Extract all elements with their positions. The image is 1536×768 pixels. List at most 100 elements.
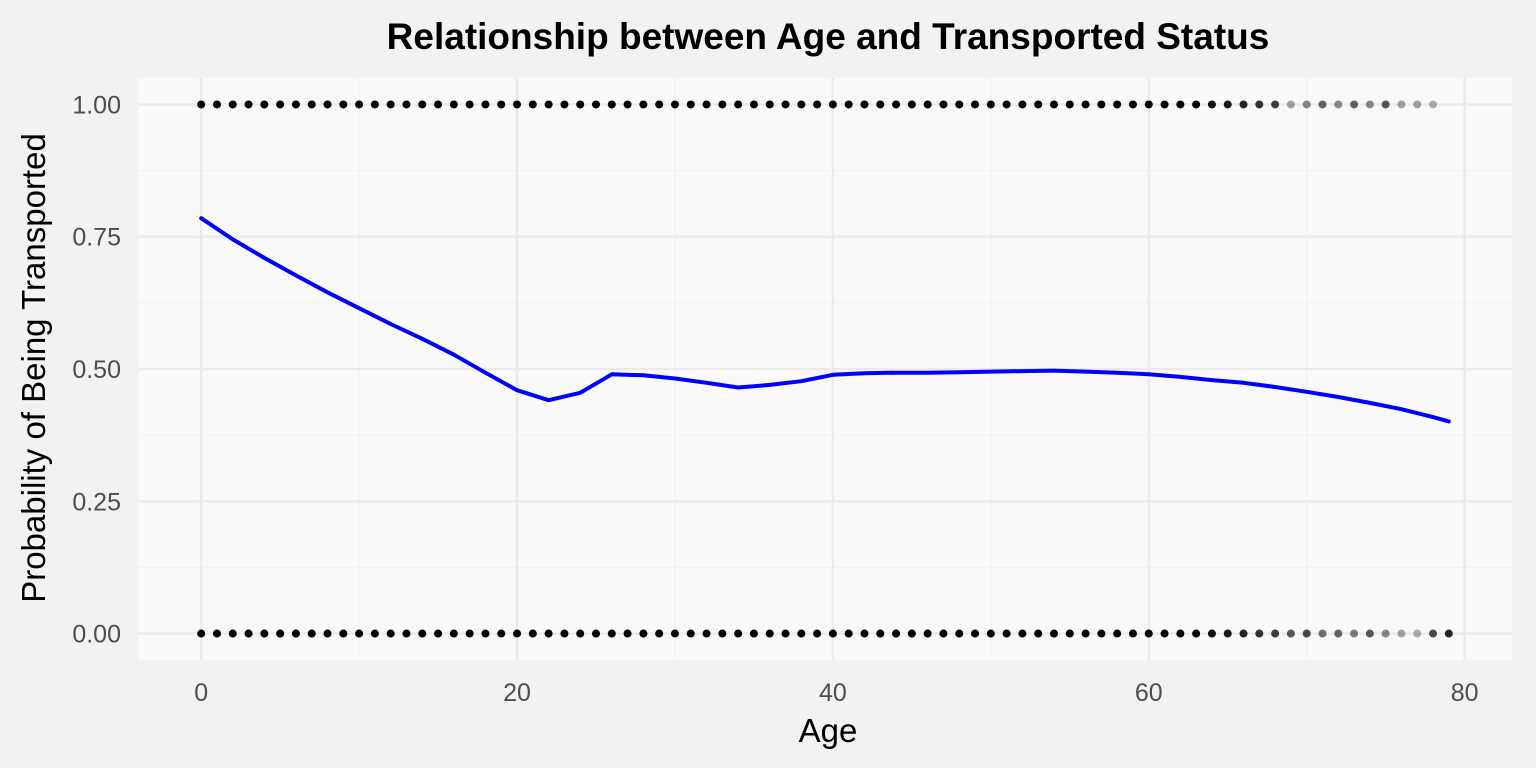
data-point <box>1350 629 1359 638</box>
data-point <box>212 100 221 109</box>
data-point <box>781 629 790 638</box>
data-point <box>260 629 269 638</box>
data-point <box>828 100 837 109</box>
data-point <box>434 629 443 638</box>
data-point <box>1334 100 1343 109</box>
data-point <box>1381 629 1390 638</box>
x-tick-label: 40 <box>819 679 847 707</box>
data-point <box>797 100 806 109</box>
data-point <box>1081 629 1090 638</box>
data-point <box>765 100 774 109</box>
data-point <box>1192 629 1201 638</box>
data-point <box>1397 100 1406 109</box>
tick-labels: 0 20 40 60 80 0.00 0.25 0.50 0.75 1.00 <box>72 91 1478 707</box>
data-point <box>355 100 364 109</box>
data-point <box>1302 629 1311 638</box>
grid-lines <box>138 78 1512 660</box>
data-point <box>923 100 932 109</box>
data-points <box>197 100 1453 638</box>
data-point <box>749 100 758 109</box>
data-point <box>386 629 395 638</box>
data-point <box>402 100 411 109</box>
data-point <box>1144 100 1153 109</box>
data-point <box>1334 629 1343 638</box>
data-point <box>1207 629 1216 638</box>
data-point <box>339 100 348 109</box>
data-point <box>828 629 837 638</box>
data-point <box>1065 100 1074 109</box>
data-point <box>1223 100 1232 109</box>
data-point <box>686 100 695 109</box>
data-point <box>449 100 458 109</box>
data-point <box>1223 629 1232 638</box>
data-point <box>655 100 664 109</box>
y-tick-label: 0.50 <box>72 356 121 384</box>
data-point <box>528 100 537 109</box>
y-tick-label: 0.00 <box>72 621 121 649</box>
data-point <box>623 100 632 109</box>
data-point <box>923 629 932 638</box>
data-point <box>892 100 901 109</box>
data-point <box>434 100 443 109</box>
data-point <box>323 100 332 109</box>
data-point <box>860 100 869 109</box>
data-point <box>1429 100 1438 109</box>
data-point <box>892 629 901 638</box>
data-point <box>323 629 332 638</box>
data-point <box>1302 100 1311 109</box>
data-point <box>528 629 537 638</box>
data-point <box>1413 100 1422 109</box>
x-axis-title: Age <box>799 712 858 749</box>
data-point <box>639 629 648 638</box>
data-point <box>670 100 679 109</box>
x-tick-label: 0 <box>194 679 208 707</box>
data-point <box>1239 100 1248 109</box>
data-point <box>986 629 995 638</box>
data-point <box>718 100 727 109</box>
data-point <box>370 629 379 638</box>
data-point <box>1318 629 1327 638</box>
data-point <box>1397 629 1406 638</box>
data-point <box>1160 629 1169 638</box>
y-tick-label: 1.00 <box>72 91 121 119</box>
data-point <box>402 629 411 638</box>
data-point <box>1429 629 1438 638</box>
data-point <box>1271 629 1280 638</box>
data-point <box>1144 629 1153 638</box>
data-point <box>765 629 774 638</box>
data-point <box>1160 100 1169 109</box>
data-point <box>418 100 427 109</box>
data-point <box>781 100 790 109</box>
smooth-line-layer <box>199 216 1451 424</box>
data-point <box>197 100 206 109</box>
data-point <box>1192 100 1201 109</box>
x-tick-label: 80 <box>1451 679 1479 707</box>
data-point <box>260 100 269 109</box>
data-point <box>544 629 553 638</box>
y-axis-title: Probability of Being Transported <box>15 133 52 603</box>
data-point <box>1413 629 1422 638</box>
data-point <box>513 629 522 638</box>
data-point <box>734 100 743 109</box>
data-point <box>355 629 364 638</box>
data-point <box>465 100 474 109</box>
data-point <box>386 100 395 109</box>
data-point <box>1286 100 1295 109</box>
data-point <box>592 629 600 638</box>
data-point <box>544 100 553 109</box>
data-point <box>513 100 522 109</box>
data-point <box>418 629 427 638</box>
data-point <box>955 100 964 109</box>
data-point <box>560 629 569 638</box>
data-point <box>1113 629 1122 638</box>
data-point <box>971 629 980 638</box>
data-point <box>734 629 743 638</box>
data-point <box>939 100 948 109</box>
data-point <box>623 629 632 638</box>
data-point <box>576 100 585 109</box>
data-point <box>307 100 316 109</box>
data-point <box>1286 629 1295 638</box>
data-point <box>449 629 458 638</box>
data-point <box>702 100 711 109</box>
